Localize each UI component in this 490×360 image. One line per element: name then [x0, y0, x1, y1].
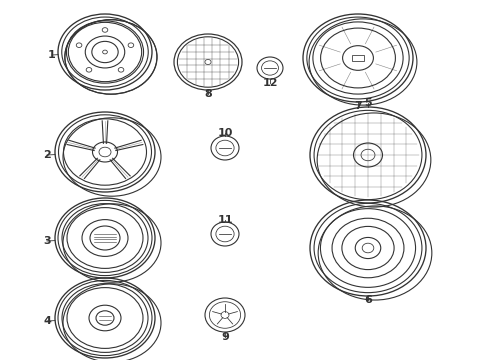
Text: 3: 3	[43, 236, 51, 246]
Text: 7: 7	[354, 101, 362, 111]
Text: 1: 1	[48, 50, 56, 60]
Text: 10: 10	[217, 128, 233, 138]
Text: 9: 9	[221, 332, 229, 342]
Text: 11: 11	[217, 215, 233, 225]
Text: 12: 12	[262, 78, 278, 88]
Text: 5: 5	[364, 98, 372, 108]
Text: 6: 6	[364, 295, 372, 305]
Bar	[352, 55, 364, 60]
Text: 2: 2	[43, 150, 51, 160]
Text: 8: 8	[204, 89, 212, 99]
Text: 4: 4	[43, 316, 51, 326]
